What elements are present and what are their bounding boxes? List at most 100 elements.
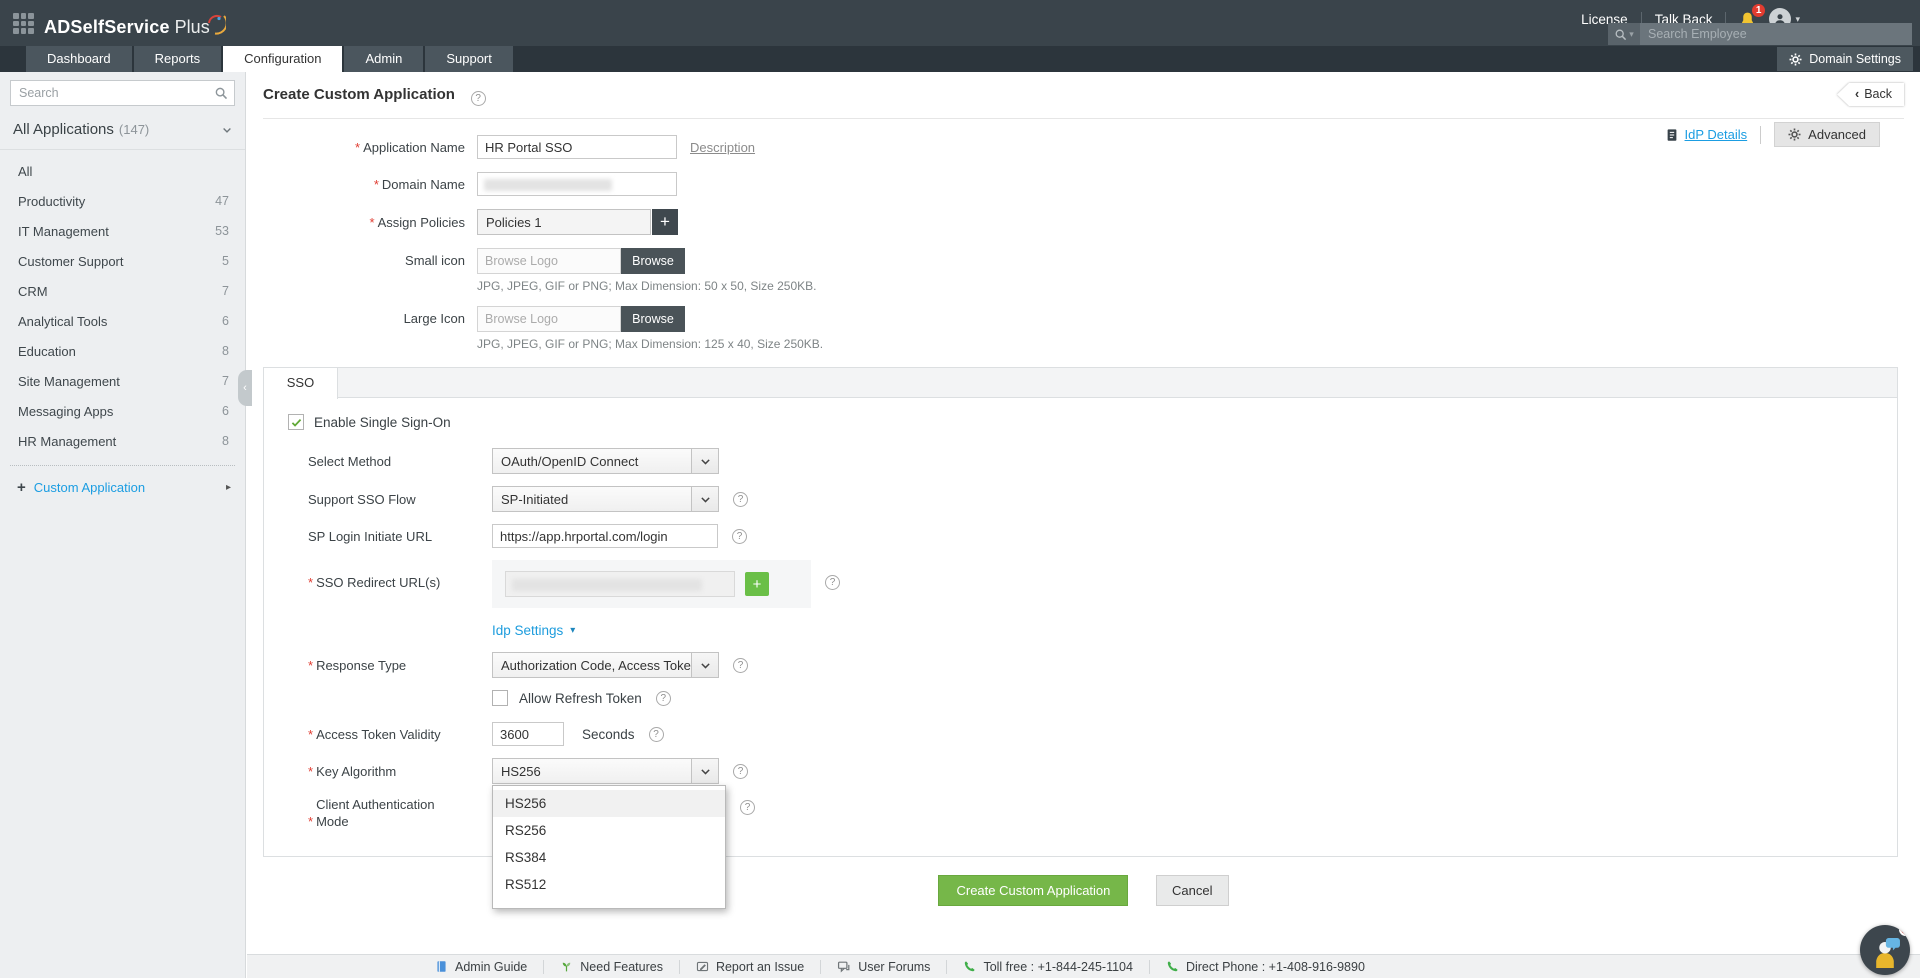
sidebar-item-analytical-tools[interactable]: Analytical Tools 6 xyxy=(18,313,229,329)
application-name-input[interactable] xyxy=(477,135,677,159)
panel-tabbar: SSO xyxy=(264,368,1897,399)
employee-search-scope[interactable]: ▾ xyxy=(1608,23,1640,45)
idp-settings-toggle[interactable]: Idp Settings ▾ xyxy=(492,623,576,638)
search-icon xyxy=(1614,28,1627,41)
select-method-dropdown[interactable]: OAuth/OpenID Connect xyxy=(492,448,719,474)
client-auth-mode-label: *Client Authentication Mode xyxy=(308,797,435,829)
domain-settings-label: Domain Settings xyxy=(1809,52,1901,66)
talk-back-link[interactable]: Talk Back xyxy=(1654,11,1713,27)
report-issue-link[interactable]: Report an Issue xyxy=(680,959,822,974)
toll-free-phone[interactable]: Toll free : +1-844-245-1104 xyxy=(947,959,1150,974)
sidebar-item-site-management[interactable]: Site Management 7 xyxy=(18,373,229,389)
large-icon-browse-button[interactable]: Browse xyxy=(621,306,685,332)
user-forums-link[interactable]: User Forums xyxy=(821,959,948,974)
option-rs256[interactable]: RS256 xyxy=(505,823,547,838)
sidebar-item-messaging-apps[interactable]: Messaging Apps 6 xyxy=(18,403,229,419)
sidebar-item-crm[interactable]: CRM 7 xyxy=(18,283,229,299)
domain-name-input[interactable] xyxy=(477,172,677,196)
help-icon[interactable]: ? xyxy=(733,657,748,673)
support-chat-button[interactable] xyxy=(1860,925,1910,975)
assign-policies-select[interactable]: Policies 1 xyxy=(477,209,651,235)
header-separator xyxy=(1640,11,1642,27)
chevron-down-icon xyxy=(221,124,233,136)
page-footer: Admin Guide Need Features Report an Issu… xyxy=(247,954,1920,978)
notifications-bell-icon[interactable]: 1 xyxy=(1739,3,1766,28)
sp-login-url-label: SP Login Initiate URL xyxy=(308,528,433,544)
sso-flow-label: Support SSO Flow xyxy=(308,491,416,507)
help-icon[interactable]: ? xyxy=(733,491,748,507)
page-help-icon[interactable]: ? xyxy=(470,91,486,106)
domain-settings-button[interactable]: Domain Settings xyxy=(1777,47,1913,71)
description-link[interactable]: Description xyxy=(690,139,756,155)
caret-down-icon: ▾ xyxy=(570,625,576,636)
checkmark-icon xyxy=(290,416,303,429)
tab-dashboard[interactable]: Dashboard xyxy=(26,46,132,72)
redirect-urls-group: + xyxy=(492,560,811,608)
logo-suffix: Plus xyxy=(174,17,210,37)
redacted-value xyxy=(512,579,702,591)
direct-phone[interactable]: Direct Phone : +1-408-916-9890 xyxy=(1150,960,1381,974)
app-grid-icon[interactable] xyxy=(13,13,34,34)
sidebar-item-education[interactable]: Education 8 xyxy=(18,343,229,359)
app-logo: ADSelfService Plus xyxy=(44,11,228,38)
help-icon[interactable]: ? xyxy=(740,800,755,815)
plus-icon: + xyxy=(17,479,26,496)
enable-sso-checkbox[interactable] xyxy=(288,414,304,430)
domain-name-label: * Domain Name xyxy=(373,176,465,192)
sidebar-item-custom-application[interactable]: + Custom Application ▸ xyxy=(17,479,231,496)
small-icon-browse-button[interactable]: Browse xyxy=(621,248,685,274)
allow-refresh-token-checkbox[interactable] xyxy=(492,690,508,706)
small-icon-file-input[interactable] xyxy=(477,248,621,274)
pencil-icon xyxy=(696,960,709,973)
group-title: All Applications xyxy=(13,121,114,138)
sidebar-item-productivity[interactable]: Productivity 47 xyxy=(18,193,229,209)
sidebar-item-customer-support[interactable]: Customer Support 5 xyxy=(18,253,229,269)
create-custom-application-button[interactable]: Create Custom Application xyxy=(938,875,1129,906)
response-type-label: * Response Type xyxy=(308,657,407,673)
sidebar-search-input[interactable] xyxy=(10,80,235,106)
sp-login-url-input[interactable] xyxy=(492,524,718,548)
admin-guide-link[interactable]: Admin Guide xyxy=(419,959,545,974)
help-icon[interactable]: ? xyxy=(648,726,664,742)
main-content: Create Custom Application ? ‹ Back IdP D… xyxy=(247,72,1920,954)
key-algorithm-dropdown[interactable]: HS256 xyxy=(492,758,719,784)
applications-sidebar: All Applications (147) All Productivity … xyxy=(0,72,252,978)
advanced-button[interactable]: Advanced xyxy=(1774,122,1880,147)
cancel-button[interactable]: Cancel xyxy=(1156,875,1229,906)
back-button[interactable]: ‹ Back xyxy=(1837,83,1904,106)
option-hs256[interactable]: HS256 xyxy=(493,790,725,817)
need-features-link[interactable]: Need Features xyxy=(544,959,680,974)
sso-flow-dropdown[interactable]: SP-Initiated xyxy=(492,486,719,512)
sidebar-item-all[interactable]: All xyxy=(18,163,33,179)
option-rs384[interactable]: RS384 xyxy=(505,850,547,865)
add-redirect-url-button[interactable]: + xyxy=(745,572,769,596)
help-icon[interactable]: ? xyxy=(733,763,748,779)
tab-reports[interactable]: Reports xyxy=(133,46,222,72)
license-link[interactable]: License xyxy=(1581,11,1628,27)
response-type-dropdown[interactable]: Authorization Code, Access Token, ID xyxy=(492,652,719,678)
all-applications-group[interactable]: All Applications (147) xyxy=(13,121,233,138)
sidebar-item-it-management[interactable]: IT Management 53 xyxy=(18,223,229,239)
add-policy-button[interactable]: + xyxy=(652,209,678,235)
help-icon[interactable]: ? xyxy=(655,690,671,706)
select-method-label: Select Method xyxy=(308,453,392,469)
tab-configuration[interactable]: Configuration xyxy=(223,46,343,72)
tab-admin[interactable]: Admin xyxy=(344,46,424,72)
redirect-url-input[interactable] xyxy=(505,571,735,597)
redirect-urls-label: * SSO Redirect URL(s) xyxy=(308,575,441,590)
large-icon-file-input[interactable] xyxy=(477,306,621,332)
sidebar-item-hr-management[interactable]: HR Management 8 xyxy=(18,433,229,449)
tab-support[interactable]: Support xyxy=(425,46,513,72)
access-token-validity-input[interactable] xyxy=(492,722,564,746)
chevron-down-icon xyxy=(691,487,718,511)
search-scope-caret-icon: ▾ xyxy=(1629,28,1634,39)
sidebar-collapse-handle[interactable]: ‹ xyxy=(238,370,252,406)
divider xyxy=(1760,125,1762,144)
idp-details-link[interactable]: IdP Details xyxy=(1665,127,1747,142)
help-icon[interactable]: ? xyxy=(825,575,840,590)
option-rs512[interactable]: RS512 xyxy=(505,877,547,892)
help-icon[interactable]: ? xyxy=(732,528,747,544)
access-token-validity-label: * Access Token Validity xyxy=(308,726,441,742)
tab-sso[interactable]: SSO xyxy=(264,368,338,399)
employee-search-input[interactable] xyxy=(1640,23,1912,45)
